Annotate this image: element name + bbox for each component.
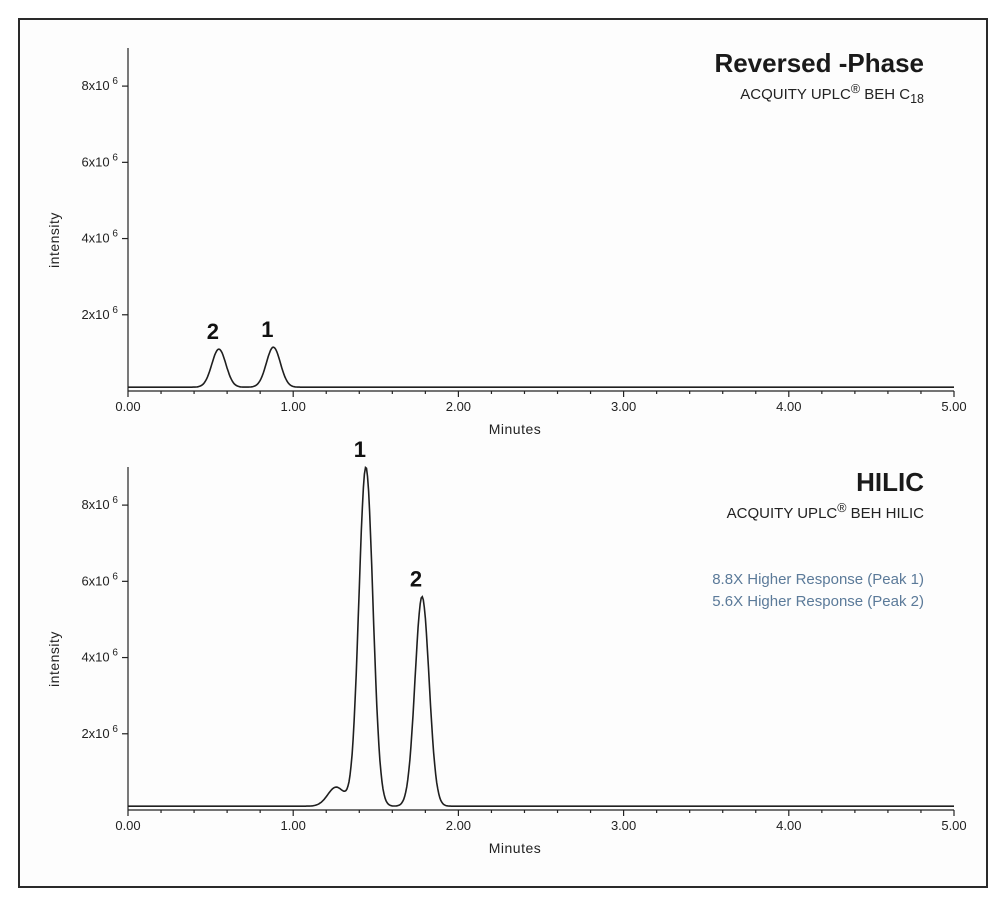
svg-text:0.00: 0.00 [115,399,140,414]
svg-text:1.00: 1.00 [281,818,306,833]
figure-frame: Reversed -Phase ACQUITY UPLC® BEH C18 in… [0,0,1006,906]
svg-text:1: 1 [261,317,273,342]
svg-text:2.00: 2.00 [446,818,471,833]
svg-text:2x10 6: 2x10 6 [81,305,118,322]
svg-text:8x10 6: 8x10 6 [81,76,118,93]
svg-text:1.00: 1.00 [281,399,306,414]
svg-text:5.00: 5.00 [941,818,966,833]
y-axis-label: intensity [46,212,62,268]
plot-column: 0.00 1.00 2.00 3.00 4.00 5.00 2x10 6 4x10 6 6x10… [66,461,964,856]
y-axis-label-wrap: intensity [42,461,66,856]
chromatogram-rp: 0.00 1.00 2.00 3.00 4.00 5.00 2x10 6 4x10 6 6x10… [66,42,964,417]
chromatogram-hilic: 0.00 1.00 2.00 3.00 4.00 5.00 2x10 6 4x10 6 6x10… [66,461,964,836]
panel-hilic: HILIC ACQUITY UPLC® BEH HILIC 8.8X Highe… [42,461,964,856]
svg-text:2: 2 [207,319,219,344]
svg-text:2x10 6: 2x10 6 [81,724,118,741]
y-axis-label-wrap: intensity [42,42,66,437]
svg-text:5.00: 5.00 [941,399,966,414]
figure-border: Reversed -Phase ACQUITY UPLC® BEH C18 in… [18,18,988,888]
svg-text:8x10 6: 8x10 6 [81,495,118,512]
svg-text:4x10 6: 4x10 6 [81,648,118,665]
svg-text:6x10 6: 6x10 6 [81,152,118,169]
svg-text:2.00: 2.00 [446,399,471,414]
svg-text:6x10 6: 6x10 6 [81,571,118,588]
svg-text:0.00: 0.00 [115,818,140,833]
svg-text:4.00: 4.00 [776,399,801,414]
svg-text:1: 1 [354,437,366,462]
plot-column: 0.00 1.00 2.00 3.00 4.00 5.00 2x10 6 4x10 6 6x10… [66,42,964,437]
svg-text:3.00: 3.00 [611,399,636,414]
x-axis-label: Minutes [66,421,964,437]
svg-text:2: 2 [410,567,422,592]
x-axis-label: Minutes [66,840,964,856]
plot-area: 0.00 1.00 2.00 3.00 4.00 5.00 2x10 6 4x10 6 6x10… [66,42,964,417]
plot-area: 0.00 1.00 2.00 3.00 4.00 5.00 2x10 6 4x10 6 6x10… [66,461,964,836]
panel-reversed-phase: Reversed -Phase ACQUITY UPLC® BEH C18 in… [42,42,964,437]
svg-text:3.00: 3.00 [611,818,636,833]
y-axis-label: intensity [46,631,62,687]
svg-text:4.00: 4.00 [776,818,801,833]
svg-text:4x10 6: 4x10 6 [81,229,118,246]
